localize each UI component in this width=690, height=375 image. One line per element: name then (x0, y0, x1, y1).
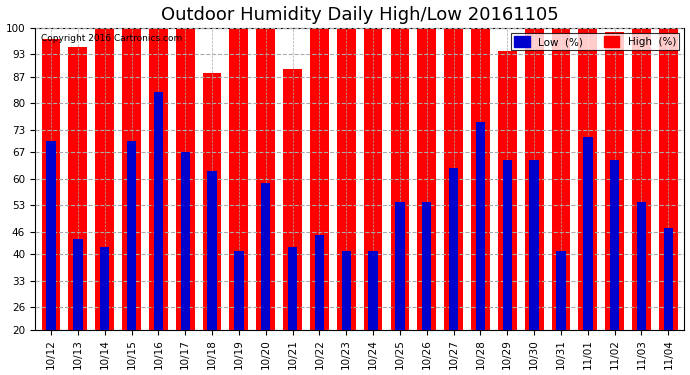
Bar (154, 92, 163, 330)
Bar (41, 39, 61, 330)
Bar (364, 28, 382, 330)
Bar (659, 28, 678, 330)
Bar (632, 28, 651, 330)
Bar (127, 141, 136, 330)
Bar (605, 32, 624, 330)
Bar (234, 251, 244, 330)
Bar (664, 228, 673, 330)
Bar (391, 28, 409, 330)
Bar (203, 73, 221, 330)
Bar (261, 183, 270, 330)
Bar (181, 153, 190, 330)
Bar (176, 28, 195, 330)
Bar (257, 28, 275, 330)
Bar (368, 251, 378, 330)
Bar (288, 247, 297, 330)
Bar (73, 239, 83, 330)
Bar (417, 28, 436, 330)
Bar (551, 28, 571, 330)
Title: Outdoor Humidity Daily High/Low 20161105: Outdoor Humidity Daily High/Low 20161105 (161, 6, 558, 24)
Legend: Low  (%), High  (%): Low (%), High (%) (511, 33, 679, 50)
Bar (471, 28, 490, 330)
Bar (583, 137, 593, 330)
Bar (337, 28, 355, 330)
Bar (230, 28, 248, 330)
Bar (529, 160, 539, 330)
Bar (498, 51, 517, 330)
Bar (637, 201, 647, 330)
Bar (502, 160, 512, 330)
Bar (342, 251, 351, 330)
Bar (95, 28, 114, 330)
Bar (310, 28, 329, 330)
Bar (100, 247, 110, 330)
Bar (208, 171, 217, 330)
Bar (476, 122, 485, 330)
Bar (422, 201, 431, 330)
Bar (556, 251, 566, 330)
Bar (444, 28, 463, 330)
Bar (610, 160, 620, 330)
Bar (315, 236, 324, 330)
Bar (283, 69, 302, 330)
Text: Copyright 2016 Cartronics.com: Copyright 2016 Cartronics.com (41, 34, 183, 43)
Bar (68, 47, 87, 330)
Bar (122, 28, 141, 330)
Bar (449, 168, 458, 330)
Bar (395, 201, 404, 330)
Bar (46, 141, 56, 330)
Bar (524, 28, 544, 330)
Bar (149, 28, 168, 330)
Bar (578, 28, 598, 330)
